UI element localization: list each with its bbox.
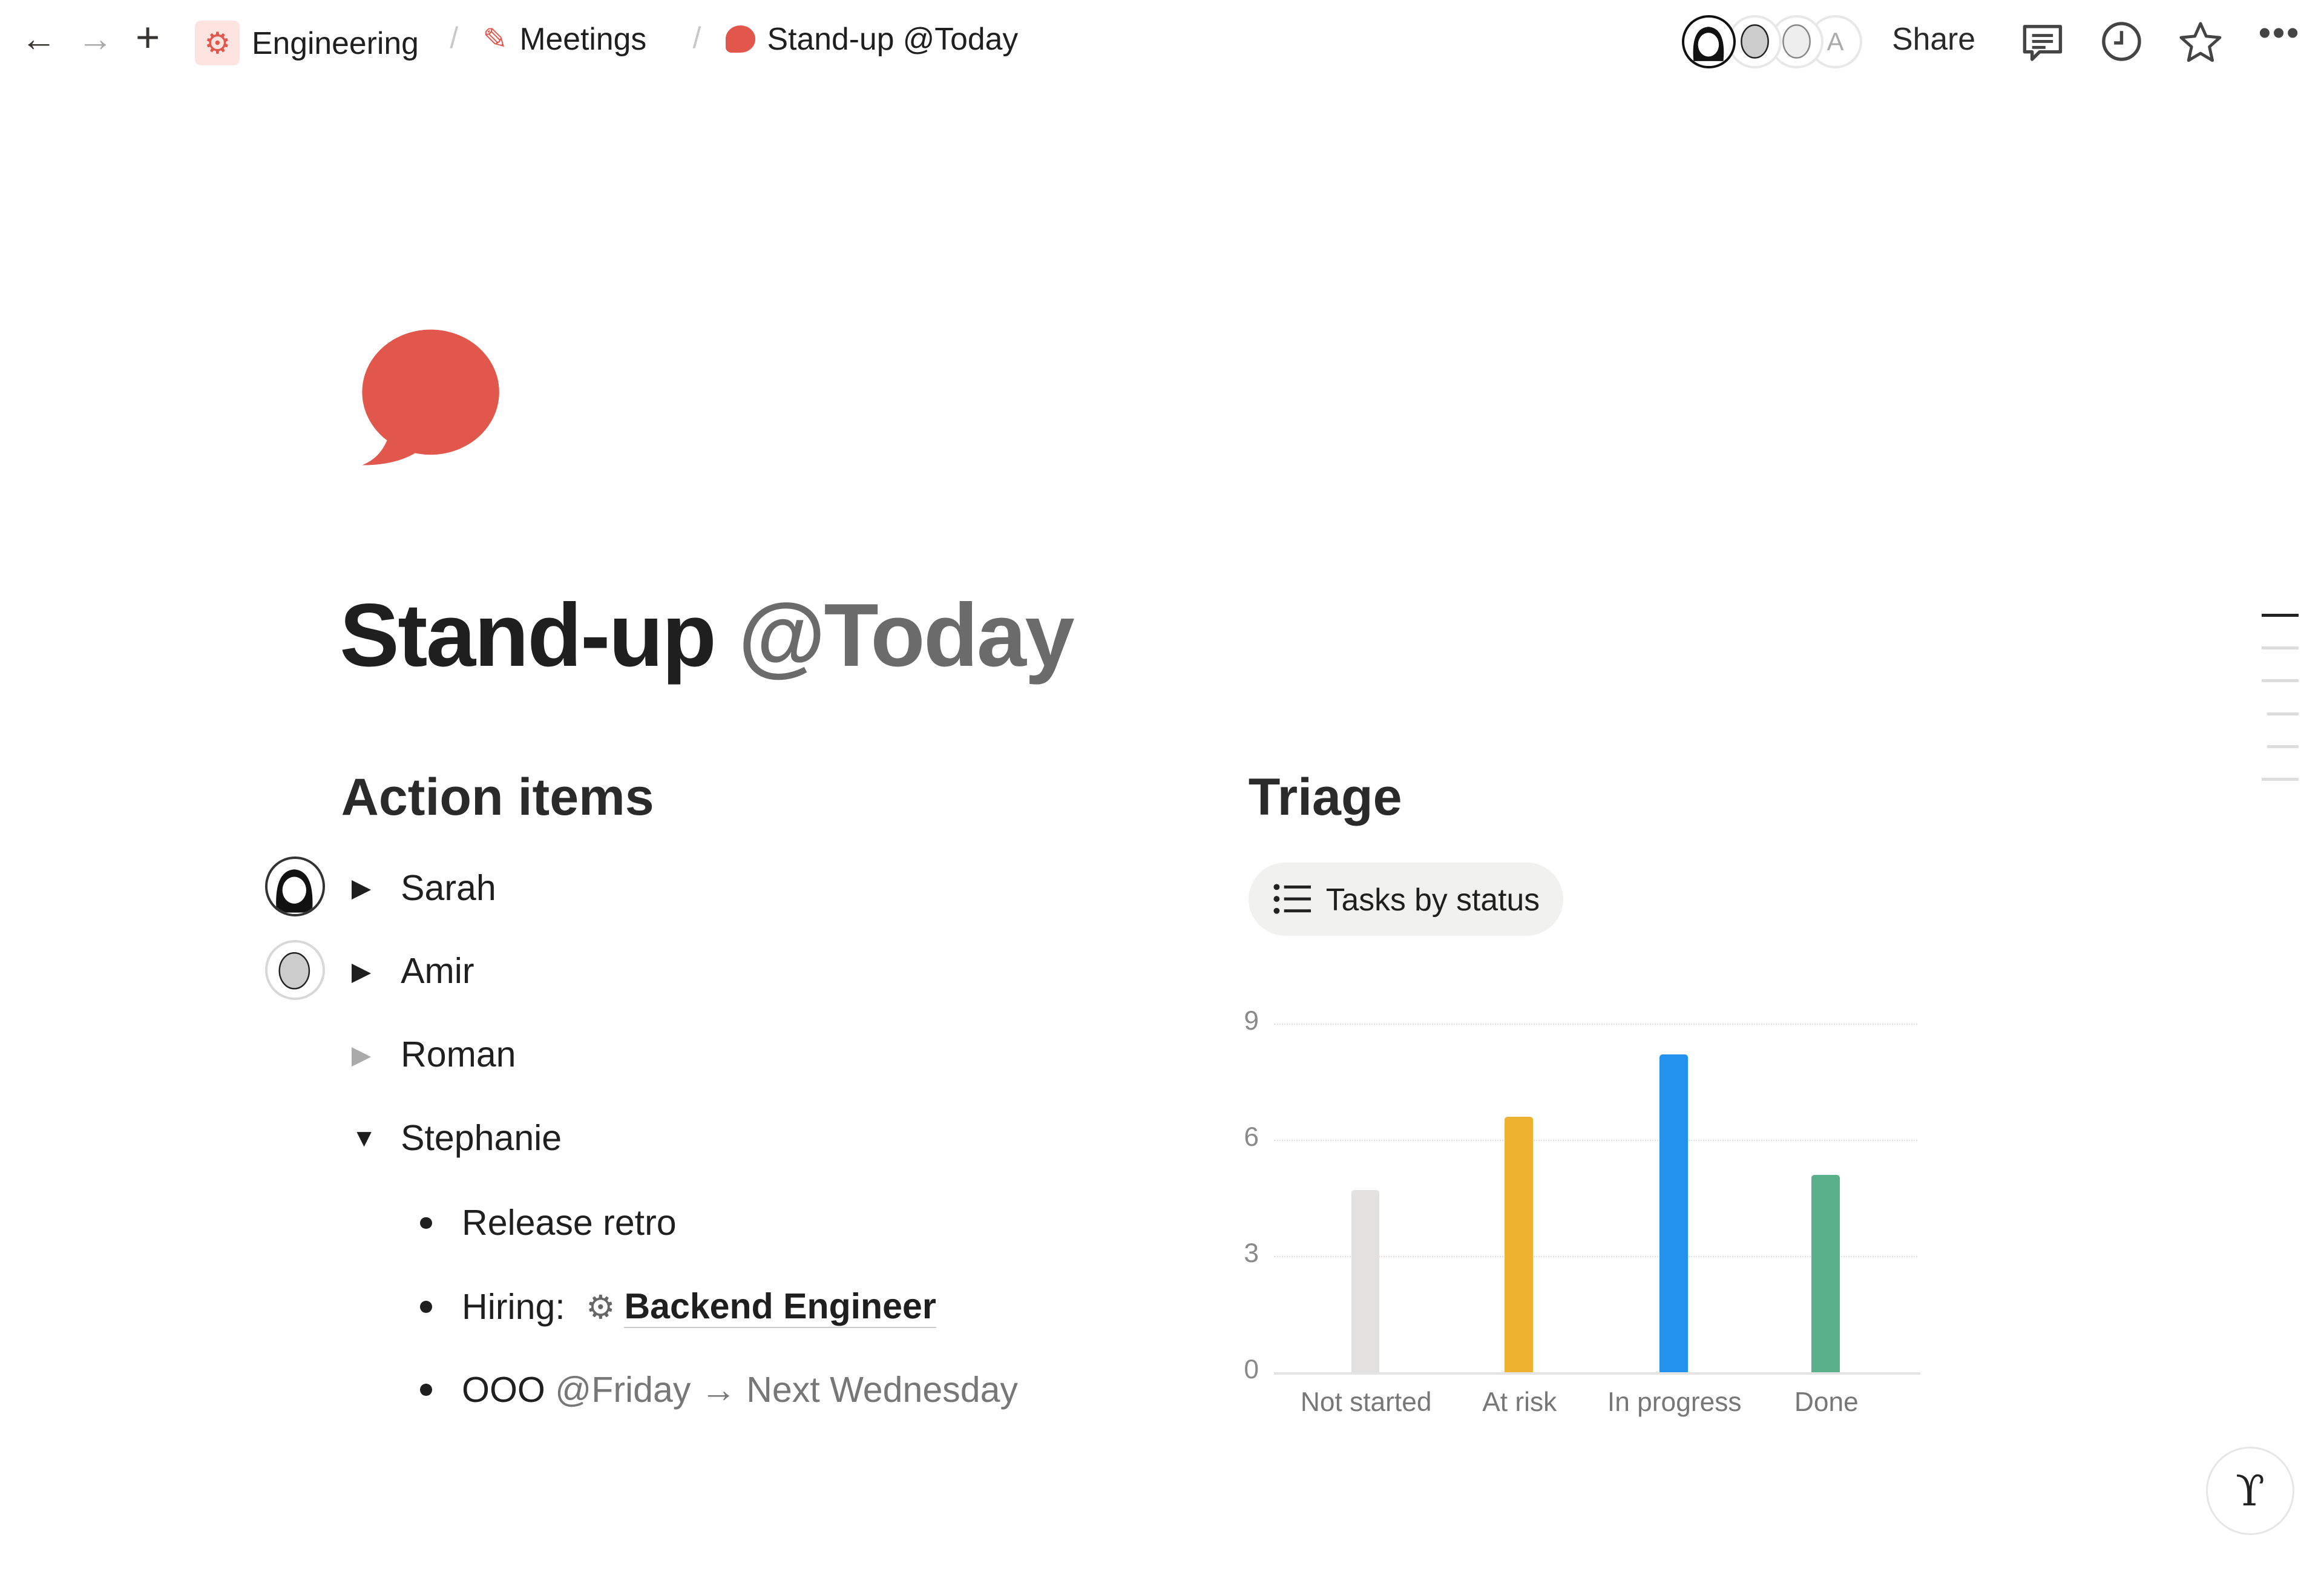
- x-tick-label: In progress: [1607, 1387, 1742, 1417]
- bullet-icon: [420, 1301, 432, 1314]
- page-link-backend-engineer[interactable]: Backend Engineer: [624, 1286, 936, 1329]
- more-options-icon[interactable]: •••: [2258, 12, 2301, 53]
- bullet-icon: [420, 1217, 432, 1229]
- avatar: [265, 857, 325, 916]
- bar-at-risk[interactable]: [1505, 1116, 1533, 1373]
- forward-arrow-icon[interactable]: →: [77, 18, 114, 59]
- top-bar: ← → + ⚙ Engineering / ✎ Meetings / Stand…: [0, 0, 2324, 87]
- favorite-star-icon[interactable]: [2178, 21, 2223, 65]
- toggle-roman[interactable]: ▶ Roman: [351, 1034, 516, 1075]
- back-arrow-icon[interactable]: ←: [21, 18, 57, 59]
- comments-icon[interactable]: [2020, 21, 2065, 65]
- new-page-plus-icon[interactable]: +: [135, 14, 160, 61]
- x-axis-line: [1273, 1372, 1920, 1375]
- toggle-stephanie[interactable]: ▼ Stephanie: [351, 1118, 562, 1159]
- list-icon: [1273, 884, 1311, 915]
- triage-heading: Triage: [1248, 768, 1402, 826]
- gridline: [1273, 1140, 1917, 1141]
- toggle-collapsed-icon[interactable]: ▶: [351, 873, 372, 903]
- list-item[interactable]: OOO @Friday → Next Wednesday: [420, 1369, 1018, 1410]
- title-date-mention[interactable]: @Today: [738, 585, 1075, 685]
- gridline: [1273, 1256, 1917, 1257]
- gridline: [1273, 1024, 1917, 1025]
- toc-marker[interactable]: [2261, 777, 2299, 781]
- pencil-icon: ✎: [482, 22, 508, 56]
- avatar: [265, 940, 325, 1000]
- toc-marker[interactable]: [2267, 745, 2299, 748]
- ai-assistant-button[interactable]: ϒ: [2206, 1447, 2294, 1535]
- history-clock-icon[interactable]: [2101, 21, 2142, 62]
- chart-view-tab[interactable]: Tasks by status: [1248, 863, 1564, 936]
- toc-marker-active[interactable]: [2261, 614, 2299, 617]
- gear-icon: ⚙: [586, 1289, 615, 1326]
- date-mention[interactable]: Next Wednesday: [746, 1370, 1018, 1410]
- toc-marker[interactable]: [2267, 712, 2299, 715]
- y-tick-label: 3: [1244, 1238, 1259, 1268]
- toggle-collapsed-icon[interactable]: ▶: [351, 956, 372, 985]
- gear-icon: ⚙: [195, 21, 240, 66]
- avatar[interactable]: [1682, 15, 1736, 69]
- share-button[interactable]: Share: [1892, 21, 1976, 57]
- breadcrumb-standup[interactable]: Stand-up @Today: [725, 21, 1018, 57]
- speech-bubble-icon[interactable]: [358, 328, 504, 468]
- toggle-sarah[interactable]: ▶ Sarah: [351, 867, 496, 908]
- x-tick-label: At risk: [1482, 1387, 1557, 1417]
- toc-marker[interactable]: [2261, 646, 2299, 650]
- speech-bubble-icon: [725, 25, 755, 53]
- y-tick-label: 0: [1244, 1354, 1259, 1384]
- avatar[interactable]: [1728, 15, 1782, 69]
- toc-marker[interactable]: [2261, 679, 2299, 683]
- toggle-amir[interactable]: ▶ Amir: [351, 951, 474, 991]
- x-tick-label: Not started: [1300, 1387, 1432, 1417]
- y-tick-label: 9: [1244, 1005, 1259, 1036]
- bar-done[interactable]: [1811, 1174, 1840, 1373]
- breadcrumb-meetings[interactable]: ✎ Meetings: [482, 21, 647, 57]
- bar-not-started[interactable]: [1351, 1190, 1380, 1373]
- action-items-heading: Action items: [341, 768, 654, 826]
- breadcrumb-separator: /: [450, 21, 459, 55]
- bullet-icon: [420, 1384, 432, 1396]
- date-mention[interactable]: @Friday: [555, 1370, 691, 1410]
- breadcrumb-separator: /: [692, 21, 701, 55]
- breadcrumb-engineering[interactable]: ⚙ Engineering: [195, 21, 419, 66]
- list-item[interactable]: Release retro: [420, 1202, 677, 1243]
- bar-in-progress[interactable]: [1659, 1054, 1688, 1373]
- y-tick-label: 6: [1244, 1122, 1259, 1152]
- x-tick-label: Done: [1794, 1387, 1859, 1417]
- list-item[interactable]: Hiring: ⚙ Backend Engineer: [420, 1286, 936, 1329]
- toggle-expanded-icon[interactable]: ▼: [351, 1123, 377, 1152]
- assistant-face-icon: ϒ: [2235, 1466, 2265, 1516]
- toggle-collapsed-icon[interactable]: ▶: [351, 1040, 372, 1069]
- avatar[interactable]: A: [1808, 15, 1862, 69]
- page-title[interactable]: Stand-up @Today: [340, 585, 1075, 685]
